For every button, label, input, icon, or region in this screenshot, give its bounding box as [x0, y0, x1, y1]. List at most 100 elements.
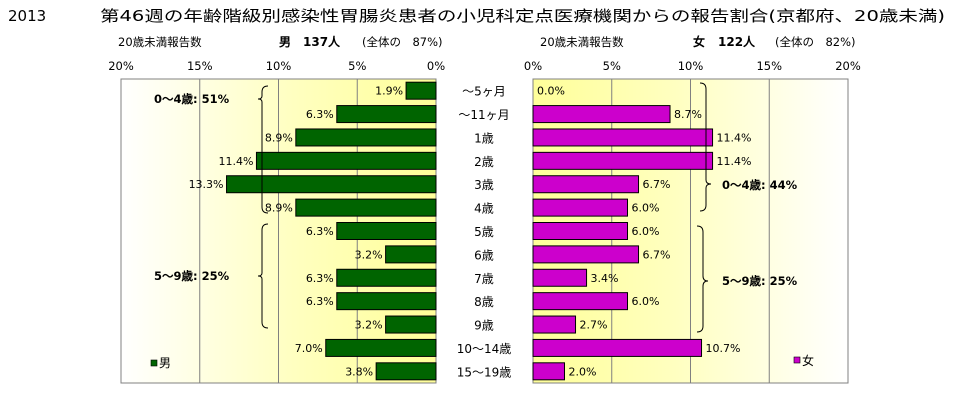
left-tick-label: 15% — [187, 59, 213, 73]
left-caption: 20歳未満報告数 — [118, 35, 202, 49]
right-brace-5-9 — [696, 225, 709, 333]
data-label-female: 6.7% — [643, 178, 671, 191]
data-label-male: 7.0% — [295, 342, 323, 355]
right-tick-label: 5% — [603, 59, 621, 73]
axis-tick-labels: 20% 15% 10% 5% 0% 0% 5% 10% 15% 20% — [108, 59, 861, 73]
left-tick-label: 10% — [266, 59, 292, 73]
category-label: ～5ヶ月 — [462, 85, 506, 99]
data-label-male: 3.2% — [355, 248, 383, 261]
data-label-female: 2.7% — [580, 319, 608, 332]
bar-male — [336, 292, 437, 311]
left-sex: 男 — [279, 35, 291, 49]
data-label-female: 8.7% — [674, 108, 702, 121]
data-label-female: 6.0% — [632, 202, 660, 215]
legend-label-male: 男 — [159, 356, 171, 370]
bar-female — [532, 222, 628, 240]
right-tick-label: 20% — [835, 59, 861, 73]
left-count: 137人 — [303, 34, 341, 49]
left-tick-label: 0% — [427, 59, 445, 73]
data-label-female: 11.4% — [717, 155, 752, 168]
right-sex: 女 — [693, 34, 705, 49]
category-label: 4歳 — [474, 202, 494, 216]
bar-male — [295, 128, 437, 147]
bar-male — [226, 175, 437, 194]
bar-male — [325, 338, 437, 357]
data-label-male: 3.2% — [355, 319, 383, 332]
bar-male — [336, 222, 437, 240]
data-label-male: 13.3% — [189, 178, 224, 191]
bar-female — [532, 151, 714, 170]
legend-swatch-female — [793, 356, 801, 364]
chart-title: 第46週の年齢階級別感染性胃腸炎患者の小児科定点医療機関からの報告割合(京都府、… — [100, 7, 945, 25]
bar-female — [532, 315, 577, 334]
data-label-male: 6.3% — [306, 295, 334, 308]
bar-male — [336, 105, 437, 124]
bar-male — [375, 362, 437, 381]
bar-male — [336, 268, 437, 287]
bar-female — [532, 245, 640, 264]
right-caption: 20歳未満報告数 — [540, 35, 624, 49]
right-tick-label: 15% — [756, 59, 782, 73]
data-label-male: 6.3% — [306, 272, 334, 285]
bar-female — [532, 268, 588, 287]
data-label-female: 10.7% — [706, 342, 741, 355]
right-tick-label: 10% — [678, 59, 704, 73]
data-label-female: 0.0% — [537, 85, 565, 98]
data-label-female: 6.7% — [643, 248, 671, 261]
data-label-male: 11.4% — [218, 155, 253, 168]
category-label: 9歳 — [474, 319, 494, 333]
bar-male — [385, 245, 437, 264]
left-tick-label: 20% — [108, 59, 134, 73]
category-label: 1歳 — [474, 131, 494, 145]
bar-female — [532, 292, 628, 311]
bar-male — [405, 81, 437, 100]
bar-male — [385, 315, 437, 334]
bar-female — [532, 338, 703, 357]
data-label-female: 2.0% — [569, 365, 597, 378]
left-bracket-label-5-9: 5～9歳: 25% — [154, 269, 230, 283]
data-label-male: 3.8% — [345, 365, 373, 378]
bar-male — [295, 198, 437, 217]
right-bracket-label-5-9: 5～9歳: 25% — [722, 274, 798, 288]
category-label: 10～14歳 — [457, 342, 512, 356]
category-label: 8歳 — [474, 295, 494, 309]
bars: 1.9% 0.0% 6.3% 8.7% 8.9% 11.4% 11.4% 11.4% 13.3%… — [189, 81, 752, 381]
left-brace-5-9 — [257, 223, 269, 329]
right-bracket-label-0-4: 0～4歳: 44% — [722, 178, 798, 192]
data-label-female: 6.0% — [632, 295, 660, 308]
category-labels: ～5ヶ月 ～11ヶ月 1歳 2歳 3歳 4歳 5歳 6歳 7歳 8歳 9歳 10～14歳 15～19歳 — [457, 85, 512, 380]
data-label-female: 6.0% — [632, 225, 660, 238]
category-label: 7歳 — [474, 272, 494, 286]
left-bracket-label-0-4: 0～4歳: 51% — [154, 92, 230, 106]
data-label-male: 6.3% — [306, 225, 334, 238]
bar-male — [255, 151, 437, 170]
bar-female — [532, 362, 565, 381]
data-label-female: 3.4% — [591, 272, 619, 285]
category-label: 2歳 — [474, 155, 494, 169]
category-label: 6歳 — [474, 248, 494, 262]
right-count: 122人 — [718, 34, 756, 49]
bar-female — [532, 175, 640, 194]
right-tick-label: 0% — [524, 59, 542, 73]
left-tick-label: 5% — [348, 59, 366, 73]
bar-female — [532, 198, 628, 217]
left-brace-0-4 — [257, 85, 269, 214]
bar-female — [532, 128, 714, 147]
right-brace-0-4 — [699, 82, 712, 212]
bar-female — [532, 105, 671, 124]
category-label: 15～19歳 — [457, 365, 512, 379]
category-label: 3歳 — [474, 178, 494, 192]
legend-swatch-male — [150, 359, 158, 367]
data-label-male: 1.9% — [375, 85, 403, 98]
left-share: (全体の 87%) — [362, 35, 443, 49]
data-label-male: 8.9% — [265, 131, 293, 144]
category-label: ～11ヶ月 — [458, 108, 509, 122]
data-label-female: 11.4% — [717, 131, 752, 144]
data-label-male: 8.9% — [265, 202, 293, 215]
data-label-male: 6.3% — [306, 108, 334, 121]
legend-label-female: 女 — [802, 353, 814, 368]
chart-year: 2013 — [8, 7, 46, 25]
right-share: (全体の 82%) — [775, 35, 856, 49]
